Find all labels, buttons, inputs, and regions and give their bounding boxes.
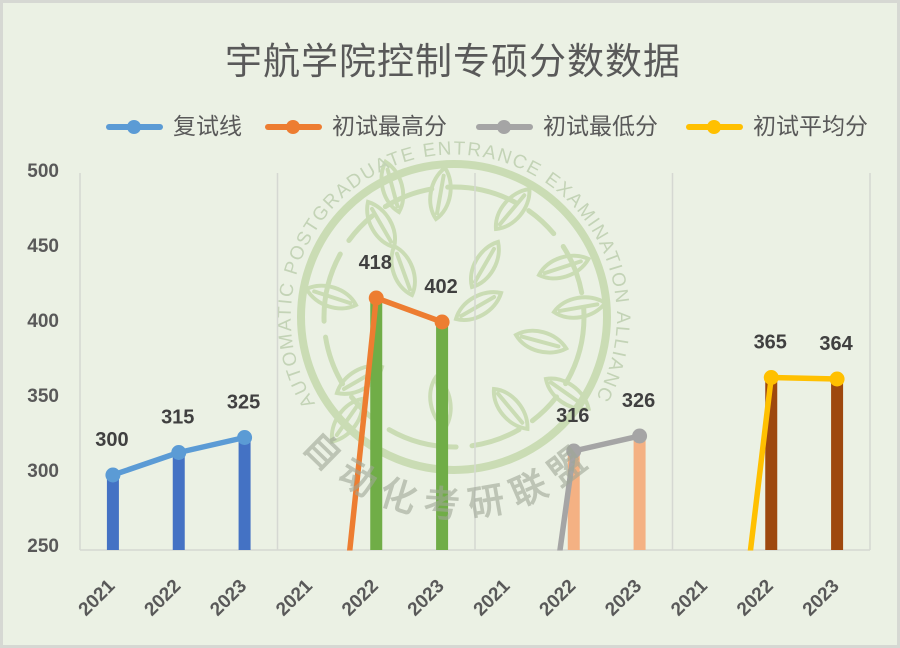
legend-label: 初试平均分 (753, 114, 868, 140)
y-tick-label: 450 (27, 236, 59, 257)
line-markers (105, 290, 845, 483)
data-point-marker[interactable] (632, 428, 648, 444)
data-label: 364 (819, 333, 853, 355)
x-tick-label: 2021 (272, 575, 317, 620)
watermark-emblem: AUTOMATIC POSTGRADUATE ENTRANCE EXAMINAT… (3, 3, 633, 474)
x-tick-label: 2022 (338, 576, 383, 621)
data-point-marker[interactable] (171, 445, 187, 460)
bar[interactable] (106, 475, 119, 550)
legend-line-marker-icon (476, 113, 533, 141)
chart-title: 宇航学院控制专硕分数数据 (225, 40, 681, 83)
data-point-marker[interactable] (829, 371, 845, 387)
watermark-leaf-icon (303, 283, 359, 311)
data-label: 365 (754, 332, 787, 354)
data-label: 315 (161, 407, 194, 429)
data-label: 300 (95, 429, 128, 451)
watermark-leaf-icon (379, 158, 406, 215)
data-point-marker[interactable] (434, 314, 450, 330)
watermark-leaf-icon (428, 164, 453, 222)
watermark-leaf-icon (513, 328, 570, 355)
legend-line-marker-icon (265, 113, 322, 141)
gridlines (79, 173, 871, 551)
data-point-marker[interactable] (105, 467, 121, 483)
bar[interactable] (370, 298, 383, 550)
y-tick-label: 250 (27, 536, 59, 557)
x-tick-label: 2021 (470, 575, 515, 620)
watermark-leaf-icon (493, 186, 532, 232)
data-label: 418 (359, 252, 392, 274)
x-tick-label: 2022 (733, 576, 778, 621)
x-tick-label: 2023 (206, 576, 251, 621)
data-point-marker[interactable] (763, 370, 779, 385)
legend-item-retest-line[interactable]: 复试线 (106, 113, 242, 141)
bar[interactable] (238, 437, 251, 551)
watermark-leaf-icon (536, 253, 592, 281)
data-label: 326 (622, 390, 655, 412)
bar[interactable] (633, 436, 646, 550)
bar[interactable] (831, 379, 844, 550)
data-point-marker[interactable] (566, 443, 582, 459)
watermark-leaf-icon (365, 199, 397, 250)
x-tick-label: 2023 (404, 576, 449, 621)
watermark-leaf-icon (491, 386, 530, 432)
data-label: 325 (227, 392, 260, 414)
plot-area: 300 315 325 418 402 316 326 365 364 2021 2022 2023… (75, 173, 871, 620)
watermark-leaf-icon (469, 239, 501, 290)
data-labels: 300 315 325 418 402 316 326 365 364 (95, 252, 853, 451)
bar[interactable] (436, 322, 449, 550)
legend-item-prelim-min[interactable]: 初试最低分 (476, 113, 658, 141)
y-tick-label: 400 (27, 311, 59, 332)
y-tick-label: 500 (27, 161, 59, 182)
legend-item-prelim-avg[interactable]: 初试平均分 (686, 113, 868, 141)
legend-label: 初试最低分 (543, 114, 658, 140)
y-tick-label: 350 (27, 386, 59, 407)
x-axis-tick-labels: 2021 2022 2023 2021 2022 2023 2021 2022 2023 2021… (75, 575, 844, 620)
x-tick-label: 2021 (75, 575, 120, 620)
watermark-leaf-icon (543, 376, 592, 412)
x-tick-label: 2022 (141, 576, 186, 621)
y-tick-label: 300 (27, 461, 59, 482)
data-label: 402 (424, 276, 457, 298)
legend-line-marker-icon (686, 113, 743, 141)
x-tick-label: 2021 (667, 575, 712, 620)
watermark-leaf-icon (551, 295, 609, 320)
legend-label: 复试线 (173, 114, 242, 140)
watermark-leaf-icon (389, 243, 417, 298)
watermark-leaf-icon (453, 290, 504, 322)
data-point-marker[interactable] (368, 290, 384, 306)
data-point-marker[interactable] (237, 430, 253, 445)
legend-line-marker-icon (106, 113, 163, 141)
data-label: 316 (556, 405, 589, 427)
legend-item-prelim-max[interactable]: 初试最高分 (265, 113, 447, 141)
watermark-leaf-icon (329, 396, 365, 445)
x-tick-label: 2023 (799, 576, 844, 621)
x-tick-label: 2023 (601, 576, 646, 621)
bar[interactable] (172, 452, 185, 551)
x-tick-label: 2022 (536, 576, 581, 621)
watermark-logo-icon (297, 158, 611, 474)
legend-label: 初试最高分 (332, 114, 447, 140)
